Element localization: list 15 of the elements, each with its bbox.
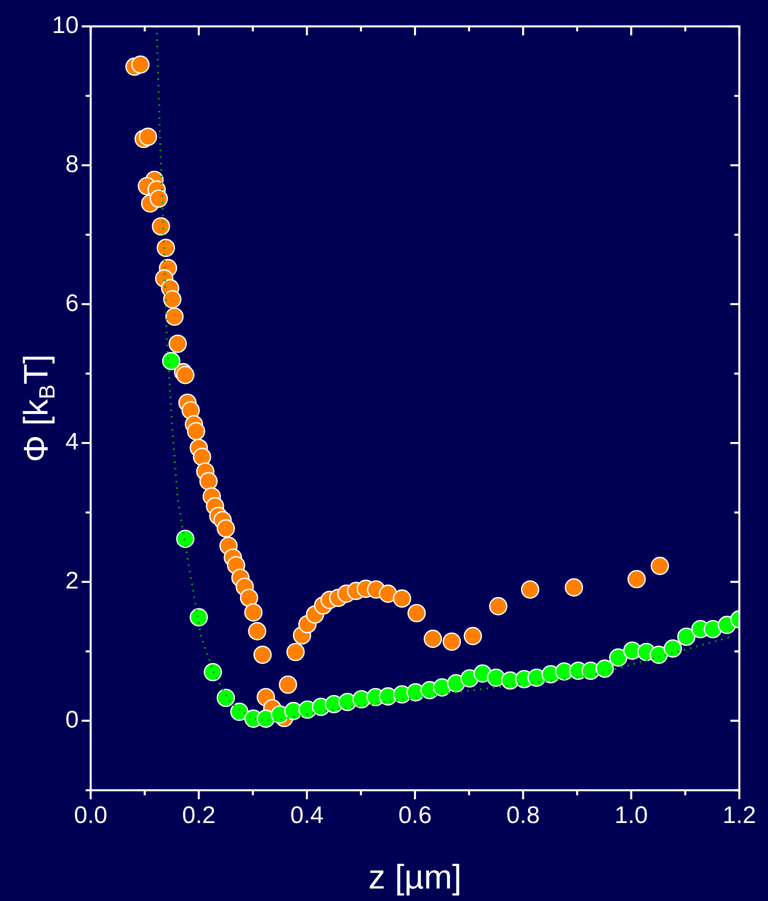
- x-tick-label: 0.4: [290, 802, 324, 830]
- x-tick-label: 1.2: [722, 802, 756, 830]
- x-tick-label: 0.2: [182, 802, 216, 830]
- x-tick-label: 0.8: [506, 802, 540, 830]
- x-axis-title: z [µm]: [368, 858, 462, 896]
- x-tick-label: 1.0: [614, 802, 648, 830]
- x-tick-label: 0.0: [74, 802, 108, 830]
- y-tick-label: 2: [65, 568, 79, 595]
- y-tick-label: 8: [65, 150, 79, 178]
- y-tick-label: 10: [52, 12, 79, 40]
- y-tick-label: 4: [65, 428, 79, 456]
- y-axis-title: Φ [kBT]: [17, 354, 60, 462]
- y-tick-label: 6: [65, 290, 79, 317]
- x-tick-label: 0.6: [398, 802, 432, 830]
- y-tick-label: 0: [65, 706, 79, 734]
